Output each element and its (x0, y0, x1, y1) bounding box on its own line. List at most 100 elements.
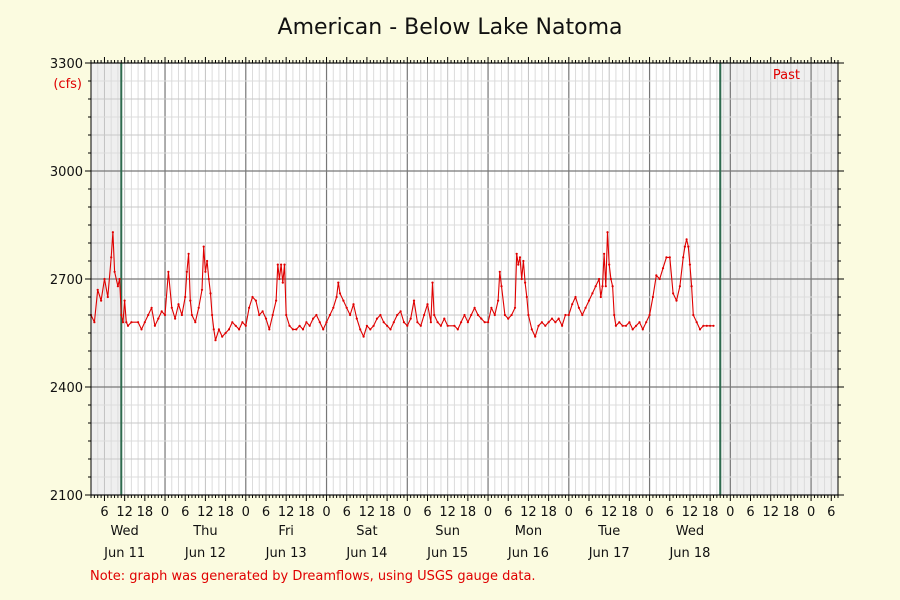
flow-data-point (345, 306, 348, 309)
flow-series-line (90, 231, 714, 341)
flow-data-point (500, 285, 503, 288)
flow-data-point (577, 306, 581, 309)
x-tick-label: 6 (181, 505, 189, 520)
flow-data-point (443, 317, 446, 320)
flow-data-point (125, 321, 128, 324)
flow-data-point (564, 313, 567, 317)
flow-data-point (126, 324, 130, 327)
x-tick-label: 18 (217, 505, 234, 520)
flow-data-point (584, 306, 587, 309)
date-label: Jun 14 (345, 546, 387, 561)
date-label: Jun 12 (184, 546, 226, 561)
flow-data-point (392, 321, 395, 324)
flow-data-point (157, 317, 160, 320)
axis-layer: 6 12 18 0 6 12 18 0 6 12 18 0 6 12 18 0 6 12 18 0 6 12 18 0 6 12 1… (50, 57, 844, 561)
flow-data-point (611, 285, 614, 288)
x-tick-label: 6 (343, 505, 351, 520)
flow-data-point (554, 321, 557, 324)
flow-data-point (355, 317, 358, 320)
flow-data-point (217, 328, 220, 331)
flow-data-point (466, 321, 469, 324)
flow-data-point (426, 303, 429, 306)
flow-data-point (187, 252, 190, 255)
flow-data-point (332, 306, 335, 309)
x-tick-label: 0 (161, 505, 169, 520)
x-tick-label: 12 (762, 505, 779, 520)
flow-data-point (177, 303, 180, 306)
x-tick-label: 18 (298, 505, 315, 520)
day-label: Mon (515, 524, 542, 539)
flow-data-point (598, 277, 601, 281)
flow-data-point (110, 256, 113, 259)
flow-data-point (406, 324, 409, 327)
flow-data-point (683, 245, 687, 248)
x-tick-label: 12 (116, 505, 133, 520)
flow-data-point (258, 313, 261, 317)
x-tick-label: 0 (726, 505, 734, 520)
flow-data-point (189, 299, 192, 302)
flow-data-point (298, 324, 301, 327)
flow-data-point (312, 317, 315, 320)
flow-data-point (121, 321, 125, 324)
flow-data-point (651, 295, 655, 299)
day-label: Sat (356, 524, 377, 539)
flow-data-point (587, 299, 591, 302)
flow-data-point (591, 292, 594, 295)
flow-data-point (537, 324, 540, 327)
flow-data-point (160, 310, 163, 313)
flow-data-point (268, 328, 271, 331)
flow-data-point (429, 321, 432, 324)
flow-data-point (194, 321, 197, 324)
flow-data-point (396, 313, 399, 317)
flow-data-point (288, 324, 291, 327)
flow-data-point (638, 321, 641, 324)
flow-data-point (439, 324, 442, 327)
x-tick-label: 6 (746, 505, 754, 520)
flow-data-point (275, 299, 278, 302)
flow-data-point (518, 256, 522, 259)
flow-data-point (561, 324, 564, 327)
flow-data-point (197, 306, 200, 309)
flow-data-point (170, 306, 173, 309)
flow-data-point (227, 328, 231, 331)
x-tick-label: 12 (601, 505, 618, 520)
day-label: Wed (110, 524, 138, 539)
flow-data-point (709, 324, 712, 327)
flow-data-point (261, 310, 264, 313)
flow-data-point (308, 324, 311, 327)
footnote: Note: graph was generated by Dreamflows,… (90, 569, 536, 584)
flow-data-point (641, 328, 644, 331)
flow-data-point (120, 313, 123, 317)
flow-data-point (507, 317, 510, 320)
y-tick-label: 2100 (50, 489, 83, 504)
flow-data-point (416, 321, 419, 324)
day-label: Wed (676, 524, 704, 539)
flow-data-point (655, 274, 658, 277)
flow-data-point (93, 321, 96, 324)
flow-data-point (153, 324, 156, 327)
flow-data-point (190, 313, 193, 317)
day-label: Thu (192, 524, 217, 539)
x-tick-label: 6 (585, 505, 593, 520)
flow-data-point (244, 324, 247, 327)
flow-data-point (668, 256, 671, 259)
grid-lines (90, 62, 839, 496)
flow-data-point (379, 313, 382, 317)
flow-data-point (460, 321, 463, 324)
flow-data-point (281, 281, 284, 284)
flow-data-point (635, 324, 638, 327)
flow-data-point (692, 313, 695, 317)
flow-data-point (283, 263, 286, 266)
flow-data-point (527, 313, 530, 317)
flow-data-point (389, 328, 392, 331)
flow-data-point (604, 285, 607, 288)
flow-data-point (675, 299, 678, 302)
flow-data-point (515, 252, 518, 255)
flow-data-point (224, 331, 227, 335)
flow-data-point (631, 328, 634, 331)
flow-data-point (534, 335, 537, 338)
flow-data-point (147, 313, 150, 317)
flow-data-point (470, 313, 473, 317)
flow-data-point (234, 324, 237, 327)
